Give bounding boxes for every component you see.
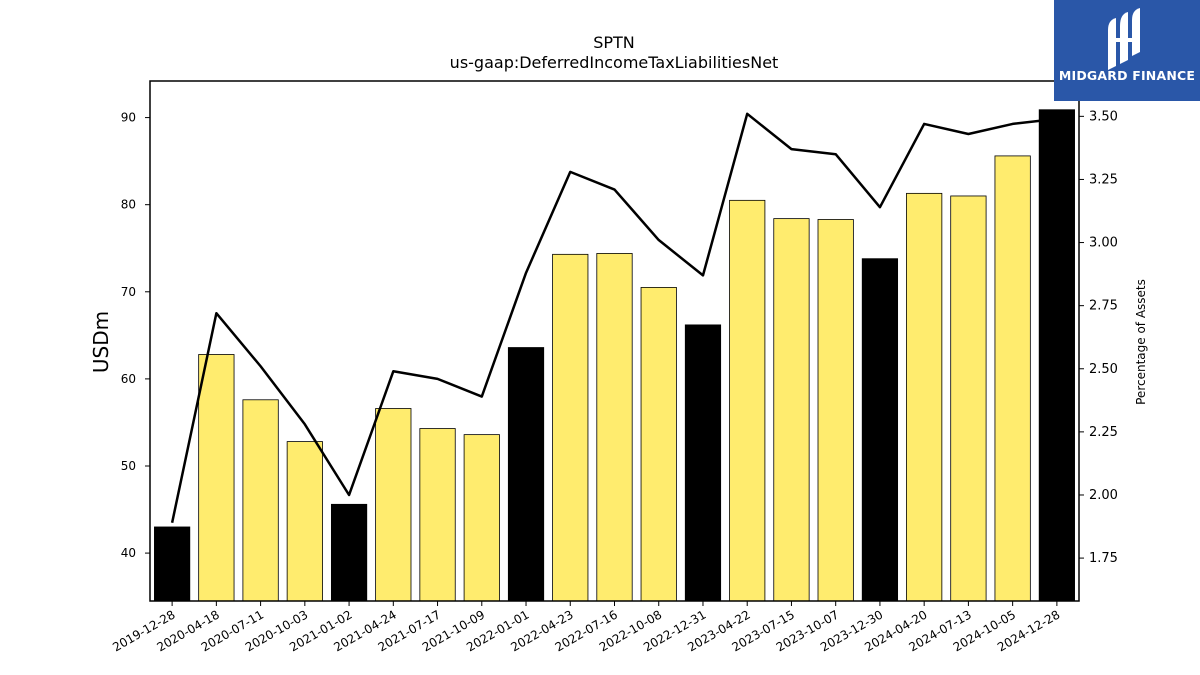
bar-2022-01-01 — [507, 347, 545, 602]
midgard-logo-icon — [1108, 8, 1140, 70]
bar-2022-10-08 — [640, 287, 677, 602]
bar-2019-12-28 — [154, 526, 191, 602]
bar-2020-10-03 — [286, 441, 323, 602]
y-axis-right: 1.75 2.00 2.25 2.50 2.75 3.00 3.25 3.50 — [1079, 109, 1118, 566]
y-tick-label: 90 — [121, 111, 136, 125]
y-right-tick-label: 2.50 — [1089, 362, 1118, 377]
y-right-tick-label: 1.75 — [1089, 551, 1118, 566]
bar-2022-12-31 — [684, 324, 722, 602]
y-tick-label: 70 — [121, 285, 136, 299]
bar-2021-04-24 — [375, 408, 412, 602]
x-axis: 2019-12-282020-04-182020-07-112020-10-03… — [110, 601, 1062, 654]
chart-subtitle: us-gaap:DeferredIncomeTaxLiabilitiesNet — [450, 53, 779, 72]
bar-2023-10-07 — [817, 219, 854, 602]
bar-2022-04-23 — [552, 253, 589, 602]
bar-2024-04-20 — [906, 192, 943, 602]
bar-2023-04-22 — [729, 199, 766, 602]
y-tick-label: 60 — [121, 372, 136, 386]
y-tick-label: 40 — [121, 546, 136, 560]
y-tick-label: 50 — [121, 459, 136, 473]
y-right-tick-label: 3.25 — [1089, 172, 1118, 187]
bar-2021-07-17 — [419, 428, 456, 602]
y-tick-label: 80 — [121, 198, 136, 212]
y-right-tick-label: 2.25 — [1089, 425, 1118, 440]
bar-2024-07-13 — [950, 195, 987, 602]
chart-title: SPTN — [593, 33, 635, 52]
bar-2023-12-30 — [861, 258, 899, 602]
bar-2021-01-02 — [330, 503, 368, 602]
y-right-tick-label: 3.00 — [1089, 236, 1118, 251]
bars-group — [154, 109, 1075, 602]
bar-2023-07-15 — [773, 218, 810, 602]
bar-2024-10-05 — [994, 155, 1031, 602]
brand-logo: MIDGARD FINANCE — [1054, 0, 1200, 101]
bar-2024-12-28 — [1038, 109, 1075, 602]
bar-2022-07-16 — [596, 253, 633, 602]
y-right-tick-label: 2.00 — [1089, 488, 1118, 503]
bar-2020-07-11 — [242, 399, 279, 602]
line-group — [170, 112, 1058, 524]
bar-2021-10-09 — [463, 434, 500, 602]
bar-2020-04-18 — [198, 354, 235, 602]
y-right-tick-label: 2.75 — [1089, 299, 1118, 314]
y-axis-left: 40 50 60 70 80 90 — [121, 111, 150, 560]
line-percentage-of-assets — [170, 112, 1058, 524]
y-right-tick-label: 3.50 — [1089, 109, 1118, 124]
y-axis-right-label: Percentage of Assets — [1134, 279, 1148, 405]
y-axis-label: USDm — [89, 311, 113, 373]
brand-name: MIDGARD FINANCE — [1058, 68, 1196, 83]
